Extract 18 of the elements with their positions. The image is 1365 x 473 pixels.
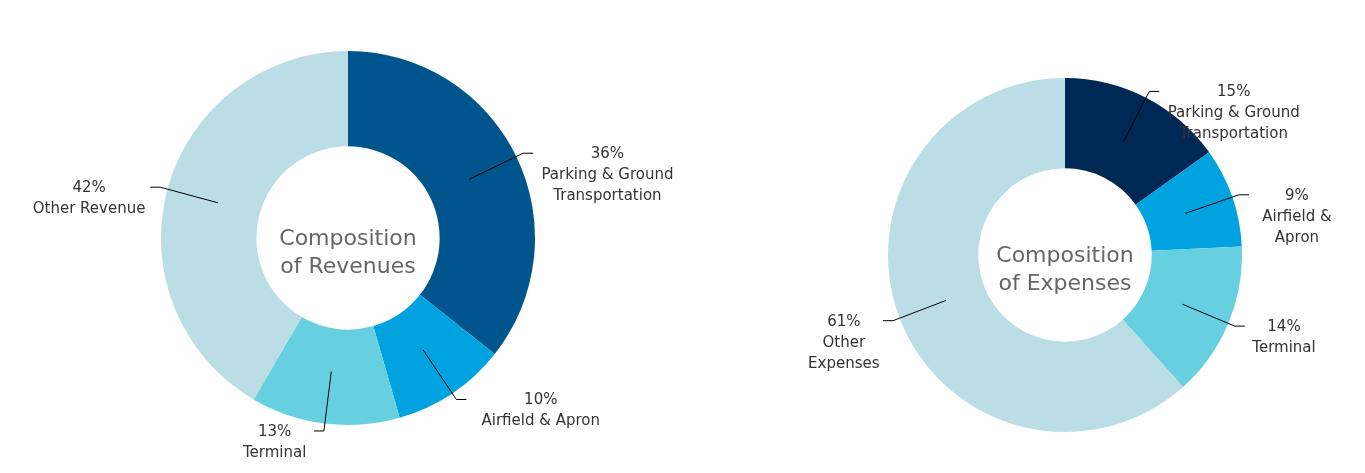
slice-label: Other Revenue	[32, 199, 146, 218]
data-label: 10%	[524, 390, 558, 409]
data-label: 13%	[257, 421, 292, 440]
slice-label: Other Expenses	[808, 332, 880, 372]
slice-label: Terminal	[241, 442, 307, 461]
data-label: 36%	[590, 144, 625, 163]
slice-label: Airfield & Apron	[481, 411, 601, 430]
slice-label: Parking & Ground Transportation	[541, 165, 674, 205]
slice-label: Airfield & Apron	[1262, 206, 1332, 246]
text: Composition of Expenses	[996, 242, 1134, 295]
data-label: 14%	[1267, 317, 1301, 336]
data-label: 9%	[1285, 185, 1309, 204]
data-label: 42%	[72, 178, 106, 197]
text: Composition of Revenues	[279, 225, 417, 278]
slice-label: Terminal	[1251, 338, 1316, 357]
donut-slice	[253, 317, 400, 425]
data-label: 15%	[1217, 82, 1251, 101]
data-label: 61%	[827, 311, 861, 330]
